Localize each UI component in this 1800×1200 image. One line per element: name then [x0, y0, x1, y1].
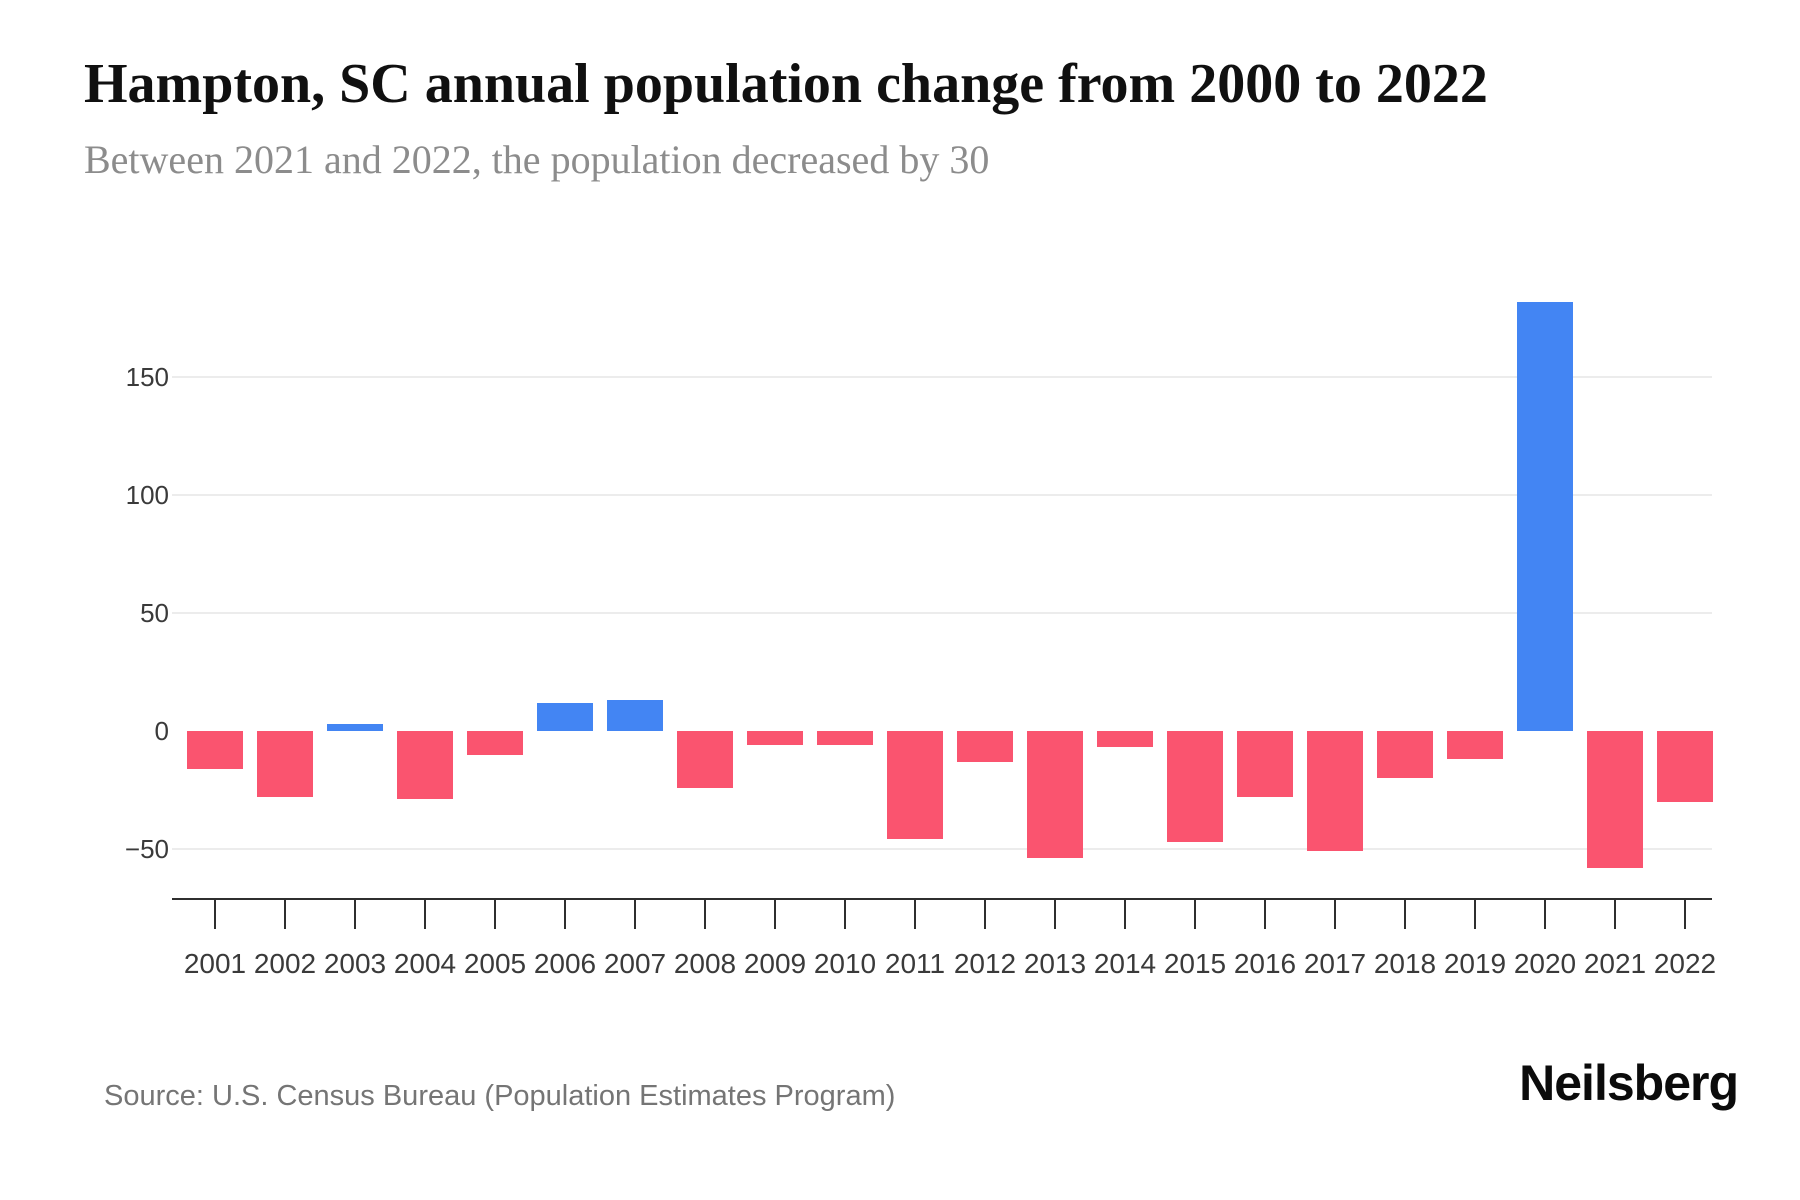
x-axis-label-2018: 2018	[1373, 948, 1437, 979]
x-axis-label-2022: 2022	[1653, 948, 1717, 979]
y-axis-label-0: 0	[154, 716, 169, 746]
bar-2005[interactable]	[467, 731, 523, 755]
x-axis-tick-2011	[914, 898, 916, 929]
gridline-100	[172, 494, 1712, 497]
bar-2019[interactable]	[1447, 731, 1503, 760]
bar-2022[interactable]	[1657, 731, 1713, 802]
gridline-50	[172, 612, 1712, 615]
x-axis-label-2007: 2007	[603, 948, 667, 979]
x-axis-tick-2019	[1474, 898, 1476, 929]
x-axis-tick-2012	[984, 898, 986, 929]
bar-2004[interactable]	[397, 731, 453, 800]
bar-2014[interactable]	[1097, 731, 1153, 748]
x-axis-tick-2010	[844, 898, 846, 929]
bar-2002[interactable]	[257, 731, 313, 797]
bar-2016[interactable]	[1237, 731, 1293, 797]
y-axis-label-−50: −50	[124, 833, 169, 864]
x-axis-tick-2022	[1684, 898, 1686, 929]
x-axis-tick-2014	[1124, 898, 1126, 929]
bar-2006[interactable]	[537, 702, 593, 731]
x-axis-line	[172, 898, 1712, 900]
bar-2011[interactable]	[887, 731, 943, 840]
bar-2003[interactable]	[327, 723, 383, 731]
bar-2001[interactable]	[187, 731, 243, 769]
x-axis-tick-2009	[774, 898, 776, 929]
x-axis-label-2004: 2004	[393, 948, 457, 979]
x-axis-tick-2007	[634, 898, 636, 929]
x-axis-label-2012: 2012	[953, 948, 1017, 979]
x-axis-label-2021: 2021	[1583, 948, 1647, 979]
bar-2017[interactable]	[1307, 731, 1363, 852]
bar-2021[interactable]	[1587, 731, 1643, 868]
x-axis-label-2014: 2014	[1093, 948, 1157, 979]
bar-2015[interactable]	[1167, 731, 1223, 842]
x-axis-label-2002: 2002	[253, 948, 317, 979]
gridline-150	[172, 376, 1712, 379]
gridline--50	[172, 847, 1712, 850]
y-axis-label-50: 50	[140, 598, 169, 629]
x-axis-label-2005: 2005	[463, 948, 527, 979]
x-axis-label-2009: 2009	[743, 948, 807, 979]
x-axis-label-2003: 2003	[323, 948, 387, 979]
bar-2013[interactable]	[1027, 731, 1083, 859]
bar-2009[interactable]	[747, 731, 803, 746]
x-axis-tick-2008	[704, 898, 706, 929]
x-axis-label-2010: 2010	[813, 948, 877, 979]
source-attribution: Source: U.S. Census Bureau (Population E…	[104, 1080, 896, 1112]
bar-2012[interactable]	[957, 731, 1013, 762]
x-axis-tick-2001	[214, 898, 216, 929]
x-axis-tick-2017	[1334, 898, 1336, 929]
x-axis-tick-2020	[1544, 898, 1546, 929]
x-axis-label-2017: 2017	[1303, 948, 1367, 979]
bar-2020[interactable]	[1517, 302, 1573, 731]
bar-2018[interactable]	[1377, 731, 1433, 779]
x-axis-label-2016: 2016	[1233, 948, 1297, 979]
x-axis-tick-2006	[564, 898, 566, 929]
x-axis-tick-2003	[354, 898, 356, 929]
chart-subtitle: Between 2021 and 2022, the population de…	[84, 137, 990, 182]
x-axis-label-2015: 2015	[1163, 948, 1227, 979]
x-axis-label-2011: 2011	[884, 948, 946, 979]
x-axis-tick-2005	[494, 898, 496, 929]
bar-2010[interactable]	[817, 731, 873, 746]
x-axis-tick-2016	[1264, 898, 1266, 929]
x-axis-tick-2004	[424, 898, 426, 929]
x-axis-tick-2015	[1194, 898, 1196, 929]
chart-title: Hampton, SC annual population change fro…	[84, 53, 1488, 115]
y-axis-label-100: 100	[125, 480, 169, 511]
x-axis-label-2008: 2008	[673, 948, 737, 979]
x-axis-tick-2002	[284, 898, 286, 929]
x-axis-label-2020: 2020	[1513, 948, 1577, 979]
brand-logo[interactable]: Neilsberg	[1519, 1055, 1739, 1111]
x-axis-label-2006: 2006	[533, 948, 597, 979]
x-axis-tick-2018	[1404, 898, 1406, 929]
x-axis-tick-2021	[1614, 898, 1616, 929]
x-axis-label-2001: 2001	[183, 948, 247, 979]
bar-2008[interactable]	[677, 731, 733, 788]
x-axis-tick-2013	[1054, 898, 1056, 929]
bar-2007[interactable]	[607, 700, 663, 731]
y-axis-label-150: 150	[125, 362, 169, 393]
x-axis-label-2013: 2013	[1023, 948, 1087, 979]
x-axis-label-2019: 2019	[1443, 948, 1507, 979]
